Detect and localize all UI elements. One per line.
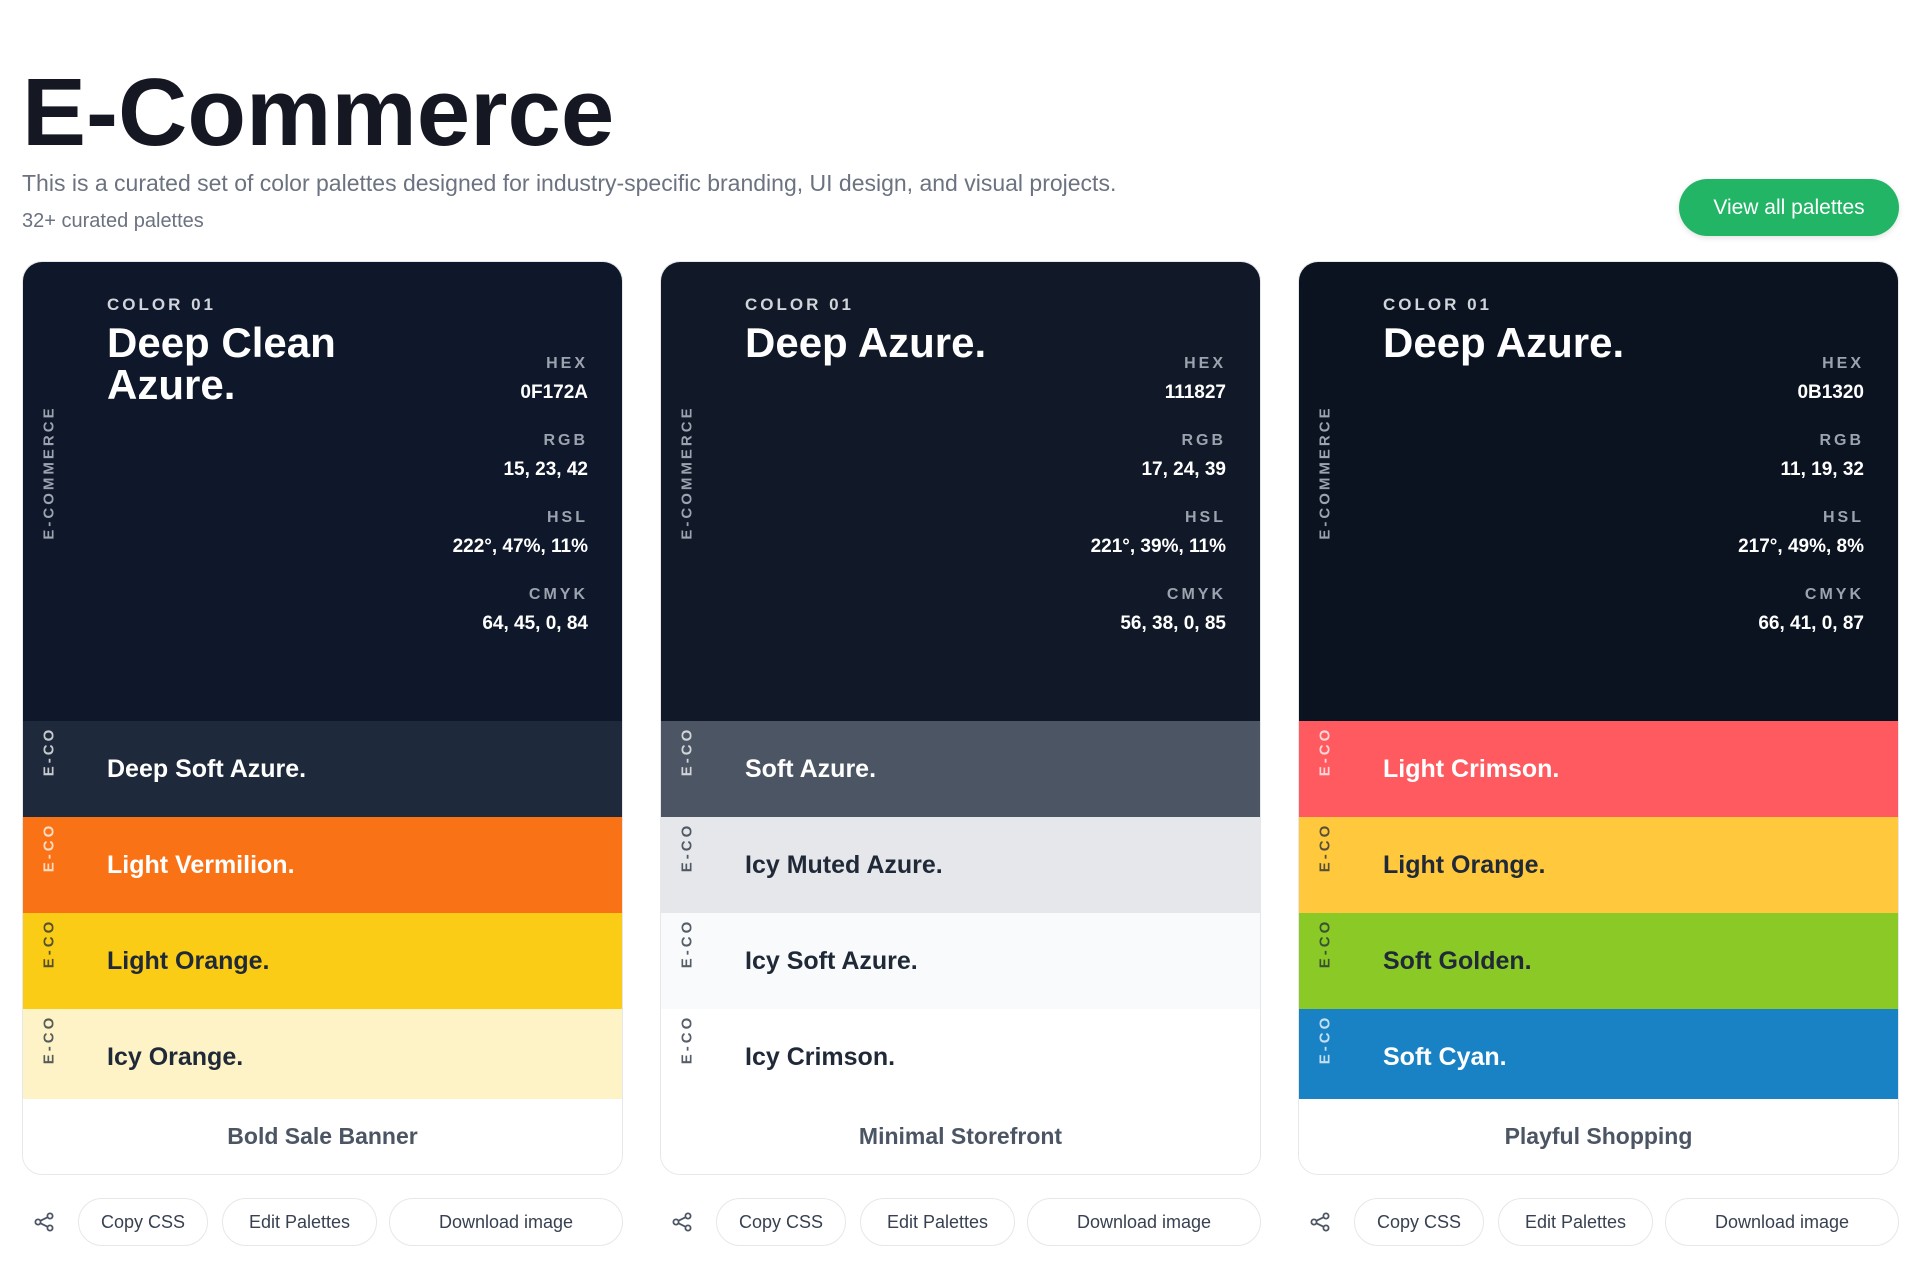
swatch-band[interactable]: E-CO Deep Soft Azure. bbox=[23, 721, 622, 817]
palette-name: Bold Sale Banner bbox=[23, 1099, 622, 1174]
palette-name: Playful Shopping bbox=[1299, 1099, 1898, 1174]
vertical-short-label: E-CO bbox=[40, 1014, 58, 1064]
download-image-button[interactable]: Download image bbox=[389, 1198, 623, 1246]
swatch-name: Light Vermilion. bbox=[107, 850, 295, 879]
edit-palettes-button[interactable]: Edit Palettes bbox=[1498, 1198, 1653, 1246]
download-image-button[interactable]: Download image bbox=[1027, 1198, 1261, 1246]
cmyk-value[interactable]: 64, 45, 0, 84 bbox=[482, 613, 588, 634]
vertical-short-label: E-CO bbox=[678, 918, 696, 968]
color-eyebrow: COLOR 01 bbox=[745, 295, 855, 314]
color-specs: HEX 0B1320 RGB 11, 19, 32 HSL 217°, 49%, 8%… bbox=[1738, 354, 1864, 662]
vertical-short-label: E-CO bbox=[1316, 918, 1334, 968]
hsl-label: HSL bbox=[1823, 509, 1864, 526]
edit-palettes-button[interactable]: Edit Palettes bbox=[860, 1198, 1015, 1246]
color-eyebrow: COLOR 01 bbox=[1383, 295, 1493, 314]
palette-card[interactable]: E-COMMERCE COLOR 01 Deep Azure. HEX 0B132… bbox=[1298, 261, 1899, 1175]
primary-swatch[interactable]: E-COMMERCE COLOR 01 Deep Clean Azure. HE… bbox=[23, 262, 622, 721]
cmyk-label: CMYK bbox=[1166, 586, 1226, 603]
palette-card[interactable]: E-COMMERCE COLOR 01 Deep Clean Azure. HE… bbox=[22, 261, 623, 1175]
vertical-category-label: E-COMMERCE bbox=[678, 404, 696, 540]
hex-value[interactable]: 0B1320 bbox=[1797, 382, 1864, 403]
vertical-short-label: E-CO bbox=[1316, 726, 1334, 776]
copy-css-button[interactable]: Copy CSS bbox=[78, 1198, 208, 1246]
rgb-label: RGB bbox=[1181, 432, 1226, 449]
swatch-band[interactable]: E-CO Icy Soft Azure. bbox=[661, 913, 1260, 1009]
hsl-label: HSL bbox=[547, 509, 588, 526]
hsl-value[interactable]: 217°, 49%, 8% bbox=[1738, 536, 1864, 557]
swatch-name: Light Orange. bbox=[107, 946, 270, 975]
vertical-category-label: E-COMMERCE bbox=[1316, 404, 1334, 540]
swatch-band[interactable]: E-CO Light Orange. bbox=[23, 913, 622, 1009]
cmyk-value[interactable]: 66, 41, 0, 87 bbox=[1758, 613, 1864, 634]
swatch-band[interactable]: E-CO Light Vermilion. bbox=[23, 817, 622, 913]
primary-swatch[interactable]: E-COMMERCE COLOR 01 Deep Azure. HEX 11182… bbox=[661, 262, 1260, 721]
hsl-value[interactable]: 222°, 47%, 11% bbox=[452, 536, 588, 557]
vertical-short-label: E-CO bbox=[40, 822, 58, 872]
vertical-short-label: E-CO bbox=[40, 726, 58, 776]
share-icon[interactable] bbox=[1308, 1210, 1332, 1234]
cmyk-label: CMYK bbox=[528, 586, 588, 603]
palette-name: Minimal Storefront bbox=[661, 1099, 1260, 1174]
vertical-short-label: E-CO bbox=[678, 1014, 696, 1064]
vertical-short-label: E-CO bbox=[678, 822, 696, 872]
swatch-band[interactable]: E-CO Soft Azure. bbox=[661, 721, 1260, 817]
edit-palettes-button[interactable]: Edit Palettes bbox=[222, 1198, 377, 1246]
page-title: E-Commerce bbox=[22, 59, 615, 166]
copy-css-button[interactable]: Copy CSS bbox=[716, 1198, 846, 1246]
hsl-label: HSL bbox=[1185, 509, 1226, 526]
hex-label: HEX bbox=[1822, 355, 1864, 372]
hex-label: HEX bbox=[546, 355, 588, 372]
swatch-band[interactable]: E-CO Light Orange. bbox=[1299, 817, 1898, 913]
swatch-band[interactable]: E-CO Light Crimson. bbox=[1299, 721, 1898, 817]
vertical-category-label: E-COMMERCE bbox=[40, 404, 58, 540]
swatch-name: Icy Crimson. bbox=[745, 1042, 896, 1071]
color-eyebrow: COLOR 01 bbox=[107, 295, 217, 314]
hex-value[interactable]: 0F172A bbox=[520, 382, 588, 403]
swatch-name: Soft Golden. bbox=[1383, 946, 1532, 975]
page-description: This is a curated set of color palettes … bbox=[22, 170, 1117, 196]
hex-label: HEX bbox=[1184, 355, 1226, 372]
swatch-name: Icy Orange. bbox=[107, 1042, 244, 1071]
share-icon[interactable] bbox=[32, 1210, 56, 1234]
palette-count: 32+ curated palettes bbox=[22, 210, 204, 232]
color-specs: HEX 111827 RGB 17, 24, 39 HSL 221°, 39%, 11… bbox=[1091, 354, 1226, 662]
palette-card[interactable]: E-COMMERCE COLOR 01 Deep Azure. HEX 11182… bbox=[660, 261, 1261, 1175]
swatch-name: Icy Muted Azure. bbox=[745, 850, 943, 879]
rgb-value[interactable]: 17, 24, 39 bbox=[1141, 459, 1226, 480]
hsl-value[interactable]: 221°, 39%, 11% bbox=[1090, 536, 1226, 557]
copy-css-button[interactable]: Copy CSS bbox=[1354, 1198, 1484, 1246]
rgb-value[interactable]: 15, 23, 42 bbox=[503, 459, 588, 480]
rgb-label: RGB bbox=[1819, 432, 1864, 449]
primary-color-name: Deep Clean Azure. bbox=[107, 319, 336, 408]
swatch-name: Light Crimson. bbox=[1383, 754, 1560, 783]
vertical-short-label: E-CO bbox=[40, 918, 58, 968]
hex-value[interactable]: 111827 bbox=[1164, 382, 1226, 403]
cmyk-label: CMYK bbox=[1804, 586, 1864, 603]
vertical-short-label: E-CO bbox=[678, 726, 696, 776]
primary-color-name: Deep Azure. bbox=[745, 319, 987, 366]
primary-swatch[interactable]: E-COMMERCE COLOR 01 Deep Azure. HEX 0B132… bbox=[1299, 262, 1898, 721]
view-all-palettes-button[interactable]: View all palettes bbox=[1679, 179, 1899, 236]
rgb-value[interactable]: 11, 19, 32 bbox=[1780, 459, 1864, 480]
swatch-name: Soft Cyan. bbox=[1383, 1042, 1507, 1071]
color-specs: HEX 0F172A RGB 15, 23, 42 HSL 222°, 47%, 11… bbox=[453, 354, 588, 662]
swatch-band[interactable]: E-CO Icy Orange. bbox=[23, 1009, 622, 1105]
swatch-name: Soft Azure. bbox=[745, 754, 877, 783]
swatch-name: Light Orange. bbox=[1383, 850, 1546, 879]
vertical-short-label: E-CO bbox=[1316, 1014, 1334, 1064]
swatch-name: Deep Soft Azure. bbox=[107, 754, 307, 783]
swatch-band[interactable]: E-CO Soft Golden. bbox=[1299, 913, 1898, 1009]
cmyk-value[interactable]: 56, 38, 0, 85 bbox=[1120, 613, 1226, 634]
download-image-button[interactable]: Download image bbox=[1665, 1198, 1899, 1246]
swatch-name: Icy Soft Azure. bbox=[745, 946, 918, 975]
primary-color-name: Deep Azure. bbox=[1383, 319, 1625, 366]
share-icon[interactable] bbox=[670, 1210, 694, 1234]
vertical-short-label: E-CO bbox=[1316, 822, 1334, 872]
swatch-band[interactable]: E-CO Soft Cyan. bbox=[1299, 1009, 1898, 1105]
rgb-label: RGB bbox=[543, 432, 588, 449]
swatch-band[interactable]: E-CO Icy Muted Azure. bbox=[661, 817, 1260, 913]
swatch-band[interactable]: E-CO Icy Crimson. bbox=[661, 1009, 1260, 1105]
